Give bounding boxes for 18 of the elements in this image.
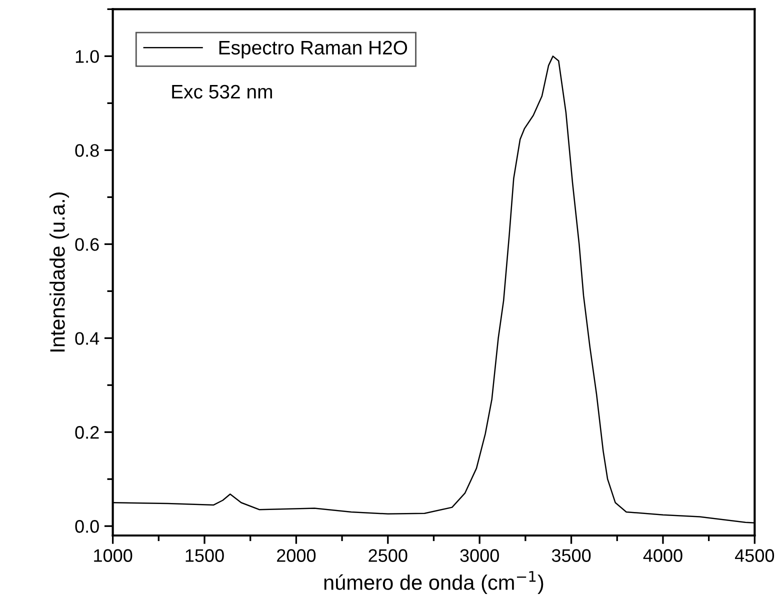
- y-tick-label: 0.6: [75, 238, 99, 251]
- y-tick-label: 1.0: [76, 50, 99, 63]
- y-tick-label: 0.8: [75, 144, 99, 157]
- x-tick-label: 2500: [368, 549, 408, 562]
- x-axis-title: número de onda (cm$^{−1}$): [324, 571, 544, 594]
- y-tick-label: 0.0: [75, 520, 99, 533]
- y-axis-title: Intensidade (u.a.): [50, 192, 69, 352]
- annotation: Exc 532 nm: [172, 84, 272, 99]
- x-tick-label: 1500: [186, 549, 224, 562]
- x-tick-label: 4500: [734, 549, 774, 562]
- legend-label: Espectro Raman H2O: [219, 40, 408, 58]
- x-tick-label: 3000: [460, 549, 499, 562]
- x-tick-label: 3500: [552, 549, 591, 562]
- x-tick-label: 1000: [94, 549, 132, 562]
- x-tick-label: 2000: [277, 549, 316, 562]
- y-tick-label: 0.2: [75, 426, 99, 439]
- y-tick-label: 0.4: [75, 332, 100, 345]
- x-tick-label: 4000: [643, 549, 682, 562]
